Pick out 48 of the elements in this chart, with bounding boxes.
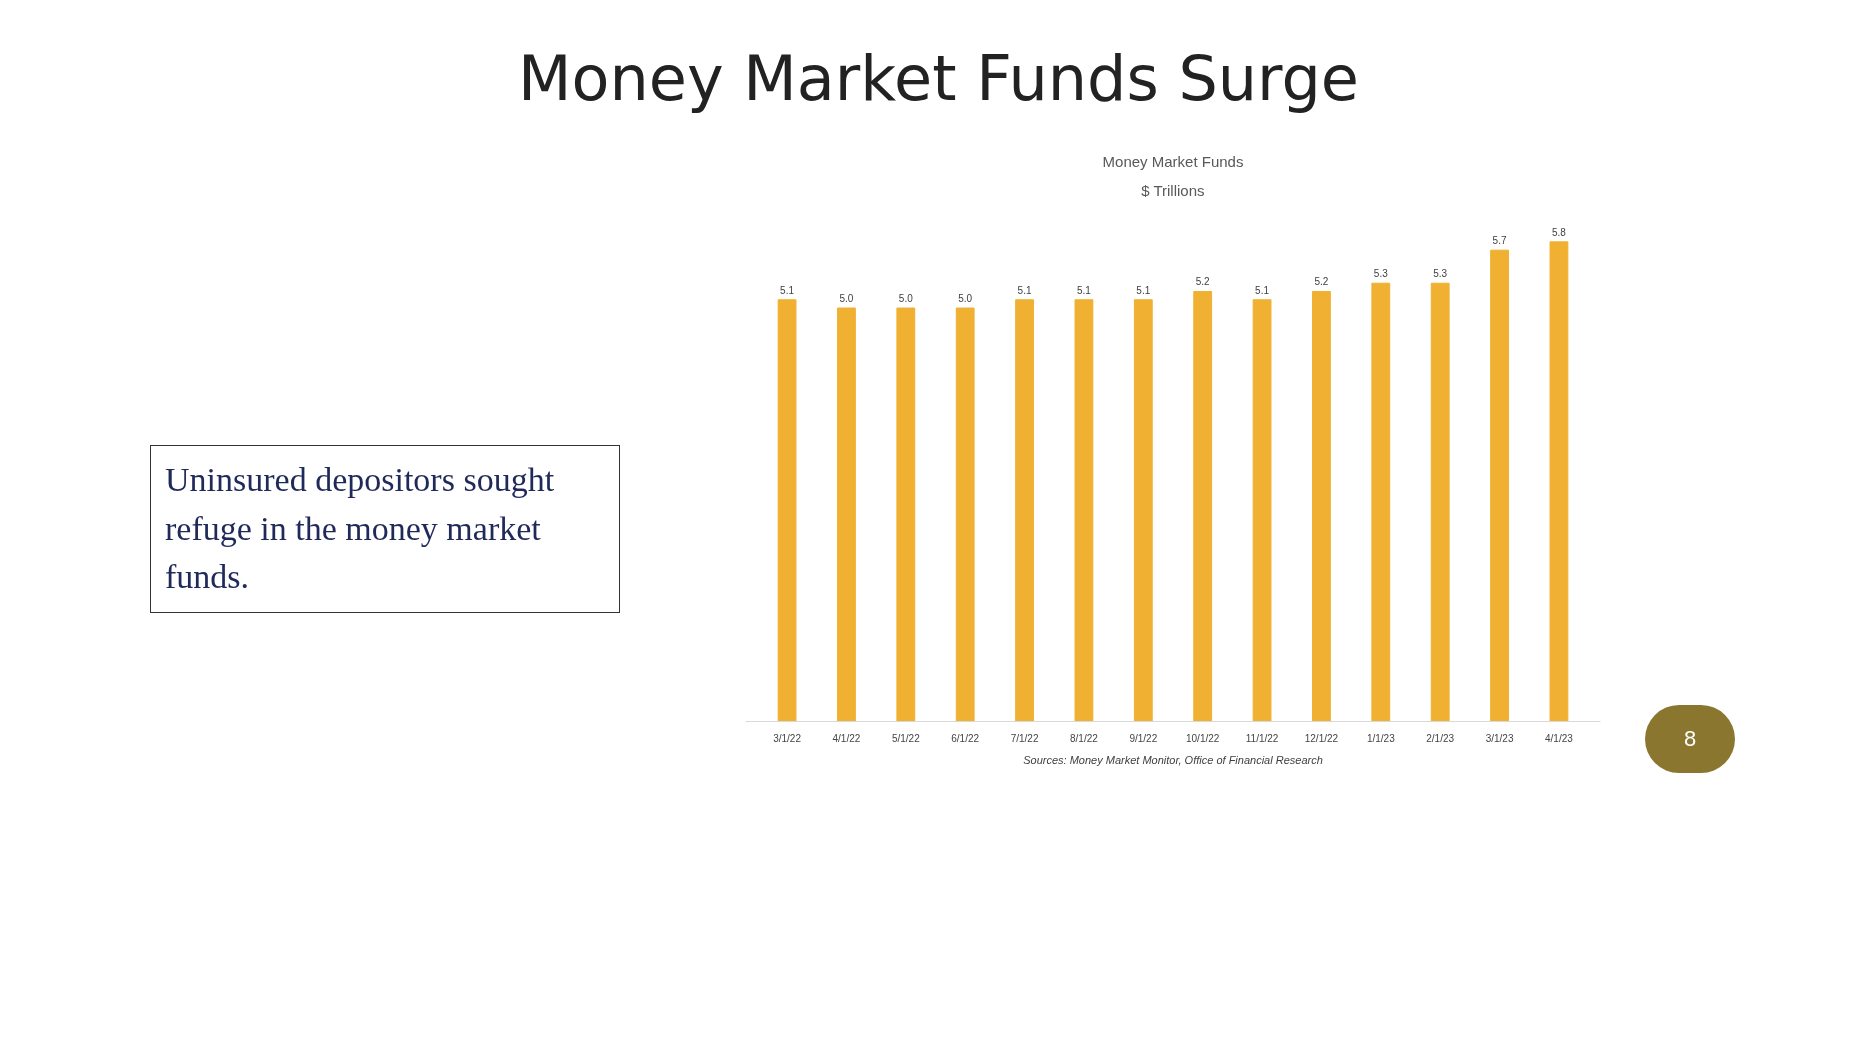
data-label: 5.0 xyxy=(839,293,854,305)
data-label: 5.1 xyxy=(1255,284,1270,296)
data-label: 5.3 xyxy=(1373,268,1389,280)
data-label: 5.0 xyxy=(898,293,914,305)
bar xyxy=(1312,290,1331,722)
x-tick-label: 12/1/22 xyxy=(1304,732,1339,744)
x-tick-label: 6/1/22 xyxy=(951,732,980,744)
bar xyxy=(1193,290,1213,722)
x-tick-label: 3/1/23 xyxy=(1485,732,1514,744)
bar xyxy=(837,307,856,722)
data-label: 5.1 xyxy=(780,284,795,296)
x-tick-label: 11/1/22 xyxy=(1245,732,1279,744)
x-tick-label: 7/1/22 xyxy=(1010,732,1039,744)
data-label: 5.2 xyxy=(1195,276,1211,288)
bar xyxy=(1015,299,1034,722)
bar xyxy=(777,299,797,722)
data-label: 5.1 xyxy=(1076,284,1092,296)
text: Money Market Funds Surge xyxy=(517,41,1360,117)
source-note: Sources: Money Market Monitor, Office of Financial Research xyxy=(1023,753,1323,766)
x-tick-label: 2/1/23 xyxy=(1426,732,1455,744)
x-tick-label: 9/1/22 xyxy=(1129,732,1158,744)
data-label: 5.3 xyxy=(1433,268,1448,280)
bar xyxy=(1074,299,1094,722)
data-label: 5.2 xyxy=(1314,276,1329,288)
data-label: 5.0 xyxy=(958,293,973,305)
bar xyxy=(1490,249,1509,722)
data-label: 5.1 xyxy=(1136,284,1151,296)
x-tick-label: 4/1/22 xyxy=(832,732,861,744)
bar xyxy=(1371,282,1391,722)
data-label: 5.1 xyxy=(1017,284,1032,296)
x-tick-label: 8/1/22 xyxy=(1070,732,1099,744)
x-tick-label: 3/1/22 xyxy=(773,732,802,744)
bar xyxy=(1549,241,1569,722)
chart-subtitle: $ Trillions xyxy=(1141,181,1205,199)
bar xyxy=(1133,299,1153,722)
chart-title: Money Market Funds xyxy=(1102,152,1244,170)
data-label: 5.7 xyxy=(1492,235,1507,247)
x-tick-label: 4/1/23 xyxy=(1545,732,1574,744)
bar xyxy=(1252,299,1272,722)
x-tick-label: 10/1/22 xyxy=(1186,732,1220,744)
text: 8 xyxy=(1645,705,1735,773)
bar xyxy=(955,307,975,722)
x-tick-label: 5/1/22 xyxy=(891,732,921,744)
bar xyxy=(1430,282,1450,722)
x-tick-label: 1/1/23 xyxy=(1366,732,1396,744)
data-label: 5.8 xyxy=(1551,226,1567,238)
bar xyxy=(896,307,916,722)
text: Uninsured depositors sought refuge in the money market funds. xyxy=(150,445,620,613)
